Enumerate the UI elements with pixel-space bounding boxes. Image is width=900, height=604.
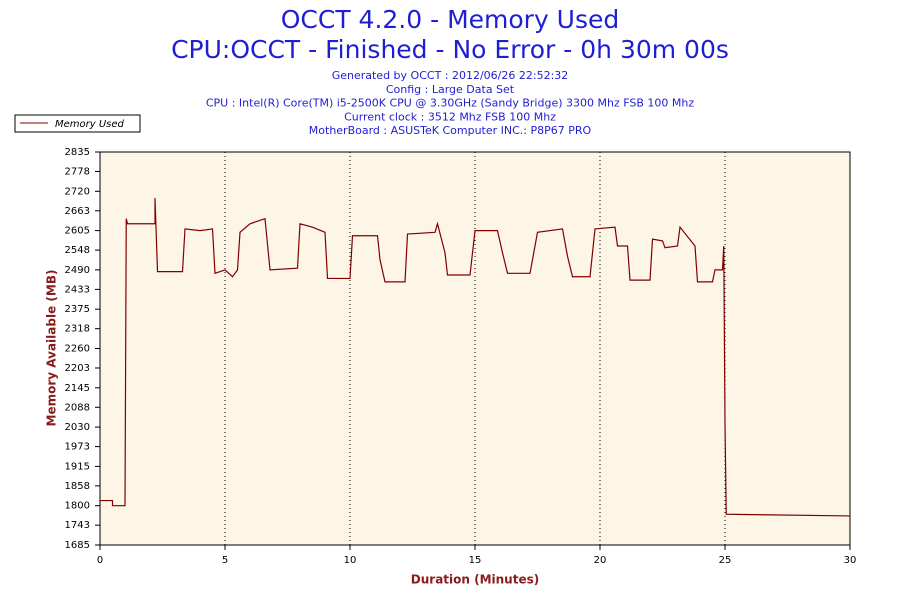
y-tick-label: 1915 bbox=[65, 461, 90, 472]
y-tick-label: 2088 bbox=[65, 402, 90, 413]
x-tick-label: 30 bbox=[844, 555, 857, 566]
y-tick-label: 2720 bbox=[65, 186, 90, 197]
y-tick-label: 2433 bbox=[65, 284, 90, 295]
y-tick-label: 2375 bbox=[65, 304, 90, 315]
legend-label: Memory Used bbox=[55, 119, 125, 130]
info-line: Generated by OCCT : 2012/06/26 22:52:32 bbox=[332, 69, 569, 82]
y-tick-label: 1743 bbox=[65, 520, 90, 531]
x-tick-label: 10 bbox=[344, 555, 357, 566]
y-tick-label: 2778 bbox=[65, 166, 90, 177]
info-line: Config : Large Data Set bbox=[386, 83, 515, 96]
y-tick-label: 2203 bbox=[65, 363, 90, 374]
x-axis-label: Duration (Minutes) bbox=[411, 573, 539, 587]
x-tick-label: 20 bbox=[594, 555, 607, 566]
y-tick-label: 2490 bbox=[65, 265, 90, 276]
y-tick-label: 1800 bbox=[65, 501, 90, 512]
x-tick-label: 25 bbox=[719, 555, 732, 566]
y-tick-label: 1685 bbox=[65, 540, 90, 551]
y-tick-label: 1973 bbox=[65, 442, 90, 453]
chart-subtitle: CPU:OCCT - Finished - No Error - 0h 30m … bbox=[171, 35, 729, 64]
y-tick-label: 2260 bbox=[65, 344, 90, 355]
y-tick-label: 2663 bbox=[65, 206, 90, 217]
x-tick-label: 15 bbox=[469, 555, 482, 566]
chart-title: OCCT 4.2.0 - Memory Used bbox=[281, 5, 620, 34]
y-tick-label: 2030 bbox=[65, 422, 90, 433]
y-tick-label: 2548 bbox=[65, 245, 90, 256]
y-tick-label: 2145 bbox=[65, 383, 90, 394]
y-tick-label: 1858 bbox=[65, 481, 90, 492]
info-line: Current clock : 3512 Mhz FSB 100 Mhz bbox=[344, 110, 556, 123]
y-tick-label: 2605 bbox=[65, 226, 90, 237]
x-tick-label: 5 bbox=[222, 555, 228, 566]
x-tick-label: 0 bbox=[97, 555, 103, 566]
data-line bbox=[100, 198, 851, 517]
y-axis-label: Memory Available (MB) bbox=[45, 270, 59, 427]
legend bbox=[14, 114, 141, 133]
y-tick-label: 2318 bbox=[65, 324, 90, 335]
info-line: CPU : Intel(R) Core(TM) i5-2500K CPU @ 3… bbox=[206, 97, 694, 110]
info-line: MotherBoard : ASUSTeK Computer INC.: P8P… bbox=[309, 124, 592, 137]
y-tick-label: 2835 bbox=[65, 147, 90, 158]
